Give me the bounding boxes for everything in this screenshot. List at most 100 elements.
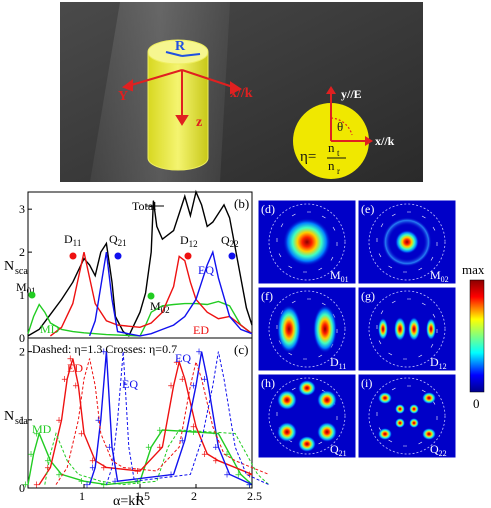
eta-denominator-sub: r (337, 166, 340, 176)
y-tick-label: 0 (19, 481, 25, 495)
mode-panel-label: (g) (361, 289, 375, 303)
panel-c-ylabel: N (4, 409, 14, 424)
eta-lhs: η= (300, 149, 316, 165)
x-tick-label: 2 (191, 489, 197, 503)
cross-marker-md: + (22, 481, 30, 491)
mode-map-Q21: (h)Q21 (257, 373, 357, 459)
cross-marker-eq: + (83, 481, 91, 491)
cross-marker-ed: + (173, 358, 181, 368)
mode-map-D11: (f)D11 (257, 286, 357, 372)
cross-marker-md: + (223, 450, 231, 460)
mode-map-Q22: (i)Q22 (357, 373, 457, 459)
cylinder-axes (121, 69, 243, 126)
y-tick-label: 2 (19, 245, 25, 259)
cross-marker-md: + (234, 470, 242, 480)
panel-c-label: (c) (234, 342, 248, 357)
series-line-md (27, 429, 253, 486)
cross-marker-eq: + (201, 375, 209, 385)
ed-label-c: ED (67, 361, 83, 375)
mode-panel-label: (d) (261, 202, 275, 216)
series-line-ed (49, 251, 253, 337)
cross-marker-ed: + (89, 457, 97, 467)
colorbar-max-label: max (462, 262, 485, 277)
mode-panel-label: (f) (261, 289, 273, 303)
cross-marker-ed: + (167, 382, 175, 392)
cross-marker-md: + (145, 443, 153, 453)
x-tick-label: 1 (79, 489, 85, 503)
cross-marker-ed: + (100, 464, 108, 474)
mode-field-maps: (d)M01(e)M02(f)D11(g)D12(h)Q21(i)Q22 (257, 199, 457, 459)
panel-b-label: (b) (234, 196, 249, 211)
series-dashed-ed (55, 358, 269, 485)
cross-marker-ed: + (61, 375, 69, 385)
panel-b-ylabel-sub: sca (15, 266, 28, 277)
cross-marker-eq: + (212, 443, 220, 453)
cross-marker-eq: + (190, 382, 198, 392)
peak-marker-D12 (184, 252, 192, 260)
peak-label-D11: D11 (64, 232, 81, 248)
peak-marker-Q21 (114, 252, 122, 260)
cross-marker-eq: + (167, 470, 175, 480)
cross-marker-eq: + (195, 348, 203, 358)
cross-marker-md: + (246, 481, 254, 491)
eta-numerator-sub: t (337, 148, 340, 158)
cross-marker-md: + (78, 477, 86, 487)
y-tick-label: 3 (19, 202, 25, 216)
cross-section-inset: y//E θ x//k η= n t n r (293, 86, 395, 179)
peak-marker-M02 (147, 292, 155, 300)
cross-marker-md: + (100, 481, 108, 491)
y-tick-label: 2 (19, 345, 25, 359)
radius-label: R (175, 39, 186, 54)
series-line-total (27, 189, 253, 337)
mode-map-M01: (d)M01 (257, 199, 357, 285)
eta-denominator: n (328, 158, 335, 173)
cross-marker-ed: + (78, 429, 86, 439)
z-axis-label: z (196, 115, 202, 130)
colorbar: max 0 (462, 262, 485, 411)
series-line-md (27, 300, 253, 337)
mode-panel-label: (h) (261, 376, 275, 390)
cross-marker-ed: + (156, 443, 164, 453)
cross-marker-ed: + (178, 375, 186, 385)
mode-panel-label: (i) (361, 376, 372, 390)
md-label-b: MD (40, 322, 60, 336)
cross-marker-eq: + (223, 470, 231, 480)
colorbar-min-label: 0 (473, 396, 480, 411)
mode-map-D12: (g)D12 (357, 286, 457, 372)
cross-marker-md: + (134, 477, 142, 487)
peak-marker-Q22 (228, 252, 236, 260)
eq-label-c2: EQ (175, 351, 191, 365)
theta-label: θ (337, 119, 343, 134)
ed-label-b: ED (193, 323, 209, 337)
panel-c-legend: Dashed: η=1.3 Crosses: η=0.7 (32, 342, 177, 356)
inset-y-label: y//E (341, 87, 362, 101)
mode-map-M02: (e)M02 (357, 199, 457, 285)
cross-marker-md: + (44, 457, 52, 467)
cross-marker-ed: + (190, 423, 198, 433)
x-tick-label: 1.5 (135, 489, 150, 503)
series-line-eq (88, 249, 253, 337)
cross-marker-ed: + (66, 354, 74, 364)
panel-c-plot: ++++++ + +++ + +++++++++++++ ++++++++++++++++… (4, 337, 270, 508)
cross-marker-md: + (27, 450, 35, 460)
peak-label-D12: D12 (180, 233, 198, 249)
radius-arrow (165, 51, 201, 57)
y-axis-label: Y (118, 89, 128, 104)
peak-marker-M01 (28, 291, 36, 299)
cross-marker-ed: + (33, 481, 41, 491)
cross-marker-ed: + (55, 416, 63, 426)
x-tick-label: 2.5 (247, 489, 262, 503)
cylinder (147, 39, 209, 171)
cross-marker-md: + (156, 426, 164, 436)
eta-numerator: n (328, 140, 335, 155)
cross-marker-eq: + (106, 443, 114, 453)
y-tick-label: 0 (19, 331, 25, 345)
peak-label-Q22: Q22 (221, 233, 239, 249)
inset-x-label: x//k (375, 134, 395, 148)
cross-marker-eq: + (100, 348, 108, 358)
cross-marker-ed: + (44, 464, 52, 474)
series-dashed-md (44, 429, 270, 486)
cross-marker-md: + (55, 470, 63, 480)
